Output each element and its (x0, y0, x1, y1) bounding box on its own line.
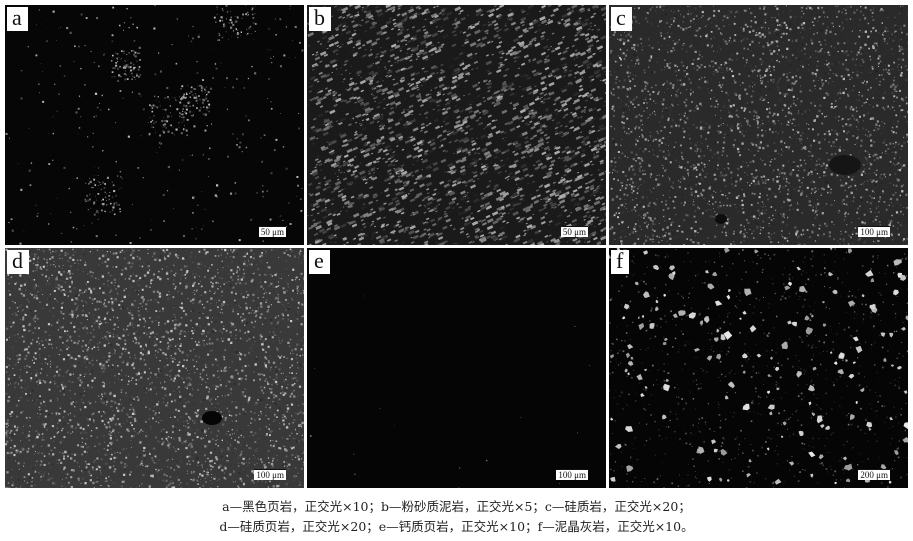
texture-a (5, 5, 304, 245)
scale-bar-f: 200 μm (858, 469, 890, 480)
texture-b (307, 5, 606, 245)
panel-label-f: f (611, 250, 630, 274)
micrograph-e: e 100 μm (307, 248, 606, 488)
panel-label-b: b (309, 7, 331, 31)
scale-bar-e: 100 μm (556, 469, 588, 480)
micrograph-f: f 200 μm (609, 248, 908, 488)
micrograph-b: b 50 μm (307, 5, 606, 245)
figure-caption-line-2: d—硅质页岩，正交光×20；e—钙质页岩，正交光×10；f—泥晶灰岩，正交光×1… (219, 519, 694, 534)
scale-bar-a: 50 μm (258, 226, 286, 237)
scale-bar-d: 100 μm (254, 469, 286, 480)
texture-d (5, 248, 304, 488)
micrograph-a: a 50 μm (5, 5, 304, 245)
scale-bar-c: 100 μm (858, 226, 890, 237)
scale-bar-b: 50 μm (560, 226, 588, 237)
panel-label-d: d (7, 250, 29, 274)
figure-caption-line-1: a—黑色页岩，正交光×10；b—粉砂质泥岩，正交光×5；c—硅质岩，正交光×20… (222, 499, 691, 514)
panel-label-c: c (611, 7, 632, 31)
panel-label-e: e (309, 250, 330, 274)
micrograph-d: d 100 μm (5, 248, 304, 488)
texture-f (609, 248, 908, 488)
panel-label-a: a (7, 7, 28, 31)
texture-e (307, 248, 606, 488)
texture-c (609, 5, 908, 245)
micrograph-c: c 100 μm (609, 5, 908, 245)
